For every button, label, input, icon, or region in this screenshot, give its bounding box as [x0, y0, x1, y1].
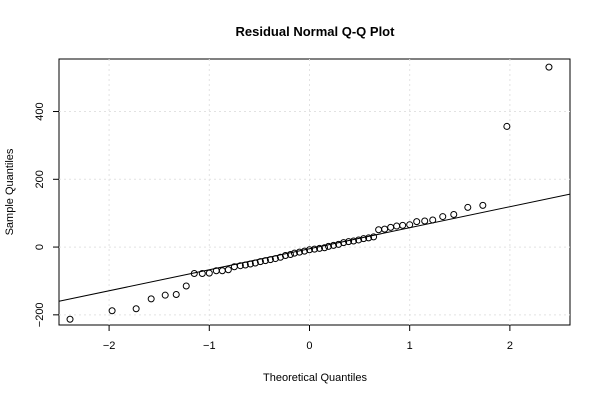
data-point	[413, 218, 421, 226]
data-point	[305, 246, 313, 254]
data-point	[335, 240, 343, 248]
y-tick-label: −200	[34, 302, 46, 327]
data-point	[251, 259, 259, 267]
data-point	[464, 203, 472, 211]
data-point	[421, 217, 429, 225]
data-point	[271, 255, 279, 263]
data-point	[479, 201, 487, 209]
data-point	[429, 216, 437, 224]
data-point	[172, 291, 180, 299]
data-point	[286, 251, 294, 259]
x-tick-label: 2	[507, 340, 513, 352]
data-point	[266, 256, 274, 264]
x-tick-label: 1	[407, 340, 413, 352]
data-point	[321, 244, 329, 252]
data-point	[325, 242, 333, 250]
data-point	[295, 248, 303, 256]
data-point	[290, 249, 298, 257]
data-point	[370, 233, 378, 241]
x-tick-label: 0	[306, 340, 312, 352]
data-point	[345, 238, 353, 246]
data-point	[340, 239, 348, 247]
data-point	[281, 252, 289, 260]
data-point	[399, 221, 407, 229]
data-point	[236, 262, 244, 270]
data-point	[365, 234, 373, 242]
data-point	[300, 247, 308, 255]
data-point	[406, 221, 414, 229]
data-point	[311, 245, 318, 253]
data-point	[182, 282, 190, 290]
data-point	[360, 235, 368, 243]
data-point	[503, 122, 511, 130]
x-axis: −2 −1 0 1 2	[103, 325, 513, 352]
data-point	[241, 261, 249, 269]
data-point	[330, 241, 338, 249]
data-point	[147, 295, 155, 303]
gridlines	[59, 59, 570, 325]
data-point	[261, 257, 269, 265]
data-point	[132, 305, 140, 313]
data-point	[450, 211, 458, 219]
chart-title: Residual Normal Q-Q Plot	[236, 24, 396, 39]
data-point	[246, 260, 254, 268]
y-tick-label: 0	[34, 244, 46, 250]
data-point	[316, 244, 324, 252]
reference-line	[58, 193, 571, 302]
data-point	[393, 222, 401, 230]
data-point	[205, 269, 213, 277]
plot-frame	[58, 58, 571, 326]
data-point	[350, 237, 358, 245]
data-point	[276, 253, 284, 261]
data-point	[375, 226, 383, 234]
data-point	[161, 291, 169, 299]
data-point	[545, 63, 553, 71]
data-point	[387, 223, 395, 231]
y-tick-label: 400	[34, 102, 46, 120]
data-point	[190, 269, 198, 277]
data-point	[108, 307, 116, 315]
data-point	[224, 266, 232, 274]
data-point	[198, 269, 206, 277]
data-point	[218, 267, 226, 275]
x-axis-label: Theoretical Quantiles	[263, 372, 367, 384]
y-axis: −200 0 200 400	[34, 102, 59, 327]
y-axis-label: Sample Quantiles	[4, 148, 16, 235]
data-point	[256, 258, 264, 266]
data-point	[355, 236, 363, 244]
data-points	[66, 63, 553, 323]
x-tick-label: −2	[103, 340, 116, 352]
x-tick-label: −1	[203, 340, 216, 352]
y-tick-label: 200	[34, 170, 46, 188]
data-point	[439, 213, 447, 221]
data-point	[66, 315, 74, 323]
data-point	[381, 225, 389, 233]
